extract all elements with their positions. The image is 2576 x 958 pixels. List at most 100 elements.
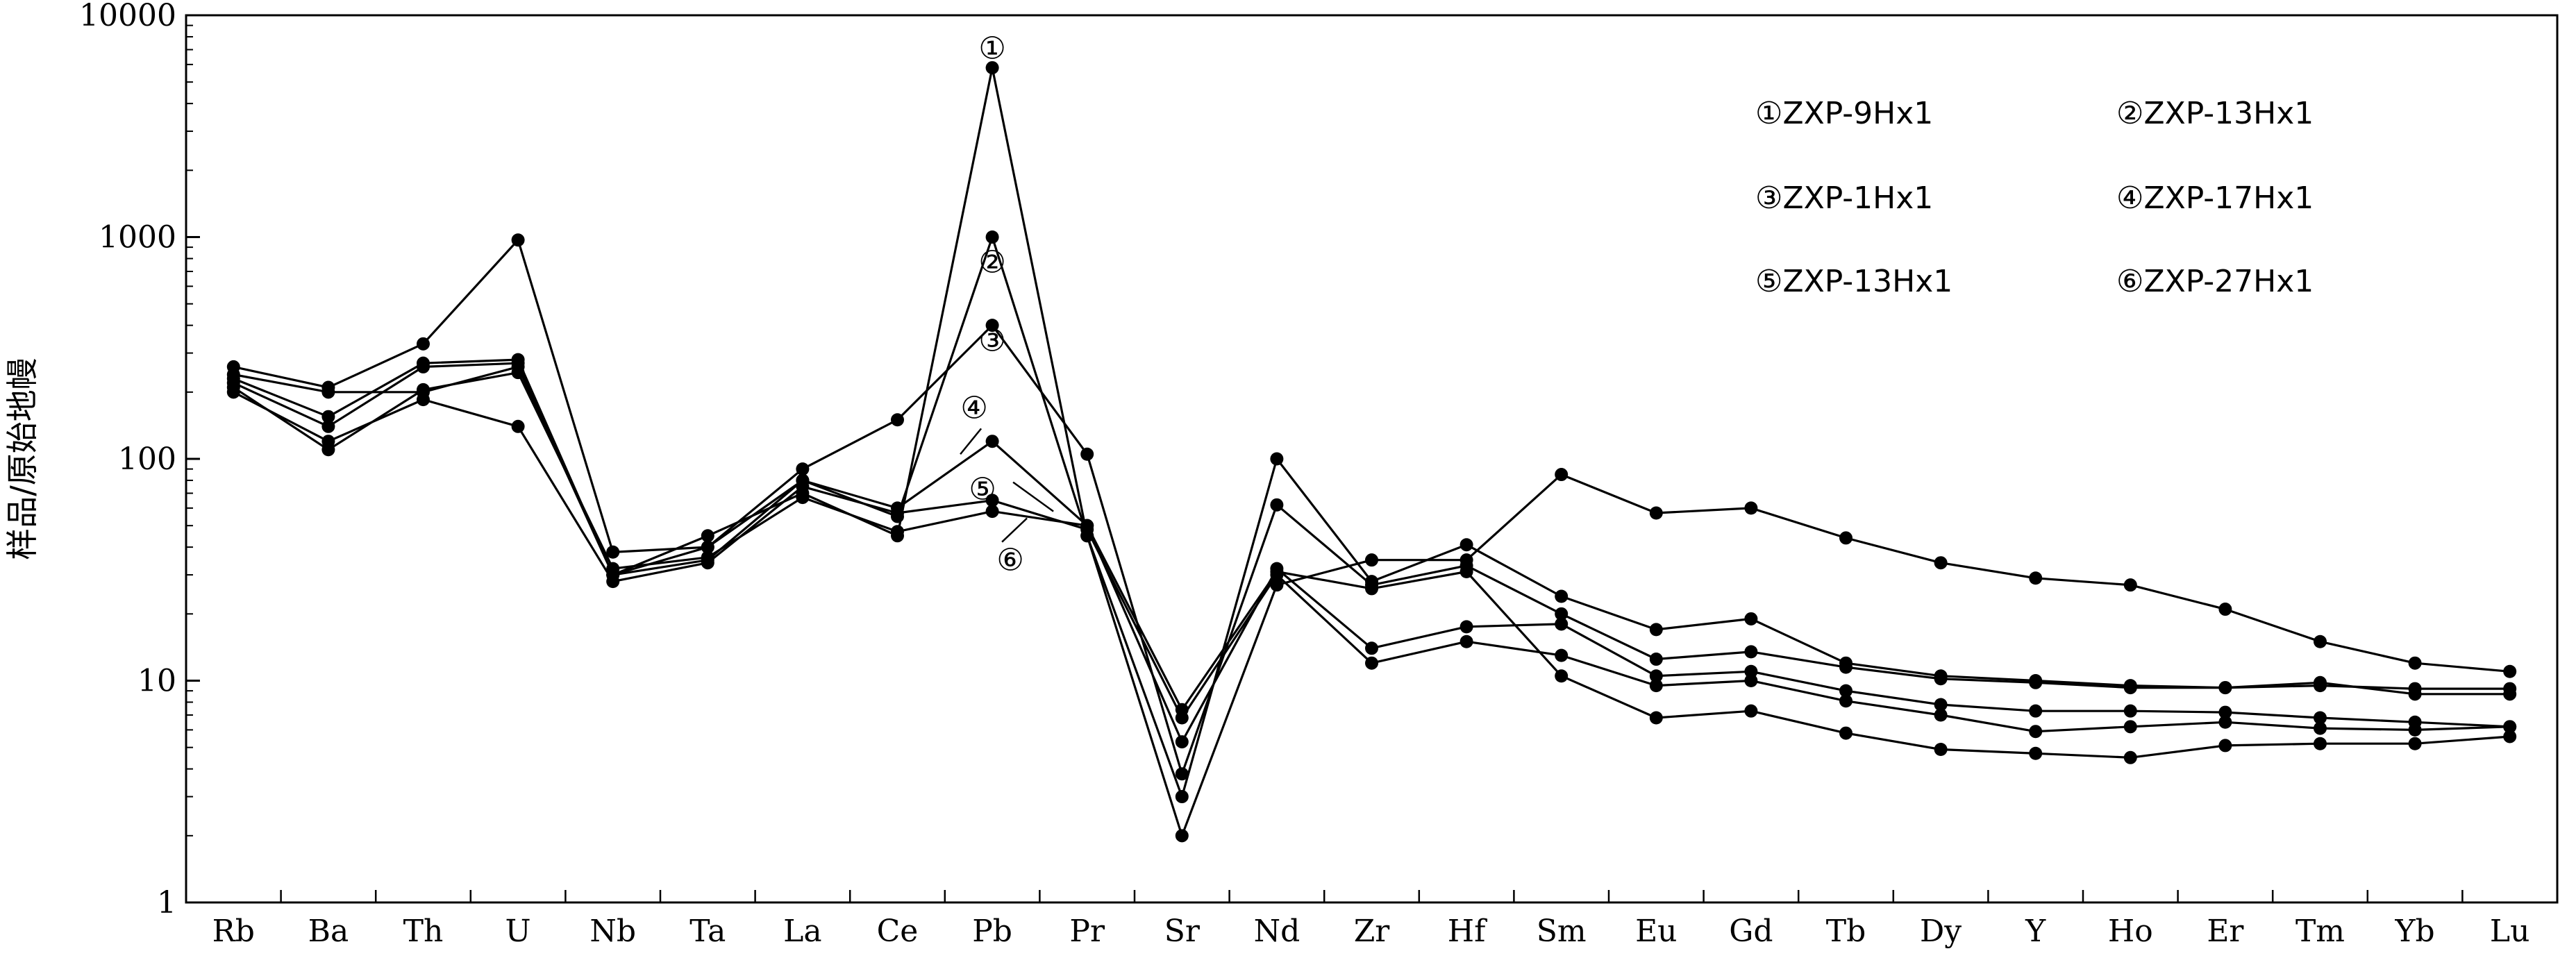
series-1-point bbox=[2408, 656, 2422, 670]
series-1-point bbox=[1934, 556, 1948, 570]
series-6-point bbox=[417, 383, 430, 396]
series-5-point bbox=[1555, 648, 1569, 662]
series-2-point bbox=[1555, 589, 1569, 603]
series-1-point bbox=[985, 61, 999, 75]
x-tick-label: Ho bbox=[2108, 914, 2153, 949]
legend-entry-4: ④ZXP-17Hx1 bbox=[2116, 180, 2314, 216]
series-6-point bbox=[985, 505, 999, 519]
x-tick-label: Nb bbox=[589, 914, 636, 949]
series-1-marker-label: ① bbox=[978, 31, 1005, 67]
series-6-leader-line bbox=[1001, 517, 1028, 543]
series-6-point bbox=[1270, 565, 1284, 579]
series-3-point bbox=[1175, 767, 1189, 781]
series-1-point bbox=[2123, 578, 2137, 592]
x-tick-label: Ce bbox=[877, 914, 919, 949]
series-3-point bbox=[1270, 498, 1284, 512]
series-2-point bbox=[1175, 790, 1189, 804]
y-tick-label: 1000 bbox=[99, 220, 176, 255]
series-3-point bbox=[2029, 675, 2043, 689]
series-5-point bbox=[1744, 674, 1758, 687]
x-tick-label: Dy bbox=[1920, 914, 1962, 949]
series-5-point bbox=[1460, 635, 1473, 648]
series-2-point bbox=[1744, 612, 1758, 625]
series-6-point bbox=[321, 443, 335, 457]
series-markers-layer: ① ② ③ ④ ⑤ ⑥ bbox=[226, 31, 2517, 843]
series-4-point bbox=[1175, 735, 1189, 749]
series-6-point bbox=[2314, 737, 2327, 750]
series-4-point bbox=[2314, 711, 2327, 725]
series-3-point bbox=[985, 319, 999, 333]
series-5-point bbox=[1365, 656, 1378, 670]
series-1-point bbox=[1175, 829, 1189, 843]
series-3-point bbox=[796, 462, 810, 476]
series-3-point bbox=[2408, 687, 2422, 701]
series-5-point bbox=[2218, 715, 2232, 729]
series-1-point bbox=[2314, 635, 2327, 648]
x-tick-label: Er bbox=[2207, 914, 2244, 949]
series-6-point bbox=[1365, 582, 1378, 596]
series-1-point bbox=[2218, 603, 2232, 616]
series-6-point bbox=[2218, 739, 2232, 753]
series-3-point bbox=[1839, 660, 1852, 674]
series-2-point bbox=[1270, 452, 1284, 466]
series-4-point bbox=[2123, 704, 2137, 718]
series-5-point bbox=[1934, 708, 1948, 722]
series-3-point bbox=[701, 540, 714, 554]
series-1-point bbox=[1555, 468, 1569, 482]
series-2-point bbox=[511, 233, 525, 247]
series-5-point bbox=[1839, 694, 1852, 708]
series-6-point bbox=[1175, 703, 1189, 716]
series-5-point bbox=[796, 480, 810, 494]
x-tick-label: Nd bbox=[1254, 914, 1300, 949]
series-1-point bbox=[1649, 506, 1663, 520]
x-tick-label: Sr bbox=[1164, 914, 1201, 949]
y-tick-label: 10000 bbox=[79, 0, 176, 33]
series-6-marker-label: ⑥ bbox=[996, 543, 1023, 578]
series-1-point bbox=[1365, 553, 1378, 567]
series-6-point bbox=[796, 491, 810, 505]
series-2-point bbox=[606, 545, 620, 559]
series-5-point bbox=[2503, 720, 2517, 734]
series-3-point bbox=[2503, 687, 2517, 701]
y-tick-label: 100 bbox=[118, 442, 176, 477]
series-6-point bbox=[2123, 750, 2137, 764]
series-4-leader-line bbox=[960, 428, 982, 455]
series-6-point bbox=[2029, 746, 2043, 760]
series-2-point bbox=[1460, 538, 1473, 552]
series-4-point bbox=[985, 435, 999, 448]
series-line-3 bbox=[233, 324, 2510, 775]
series-6-point bbox=[1744, 704, 1758, 718]
series-6-point bbox=[511, 366, 525, 380]
series-4-point bbox=[1365, 641, 1378, 655]
series-4-point bbox=[1934, 698, 1948, 712]
x-tick-label: Ba bbox=[308, 914, 349, 949]
series-6-point bbox=[701, 551, 714, 564]
series-2-point bbox=[226, 360, 240, 373]
plot-frame bbox=[185, 14, 2559, 904]
series-4-point bbox=[1839, 684, 1852, 698]
series-6-point bbox=[2408, 737, 2422, 750]
series-3-point bbox=[2218, 681, 2232, 695]
series-6-point bbox=[226, 380, 240, 394]
series-4-point bbox=[511, 356, 525, 370]
legend-entry-6: ⑥ZXP-27Hx1 bbox=[2116, 264, 2314, 299]
x-tick-label: Yb bbox=[2394, 914, 2434, 949]
series-3-point bbox=[1744, 645, 1758, 659]
x-tick-label: Eu bbox=[1635, 914, 1677, 949]
series-5-leader-line bbox=[1012, 481, 1054, 512]
series-1-point bbox=[701, 529, 714, 543]
series-6-point bbox=[606, 562, 620, 575]
y-tick-label: 1 bbox=[157, 885, 176, 921]
series-4-point bbox=[1555, 617, 1569, 631]
series-5-point bbox=[2314, 721, 2327, 735]
x-tick-label: Tb bbox=[1826, 914, 1866, 949]
series-1-point bbox=[1839, 531, 1852, 545]
series-6-point bbox=[2503, 730, 2517, 743]
series-6-point bbox=[891, 525, 904, 539]
series-5-point bbox=[2408, 723, 2422, 737]
series-3-point bbox=[1649, 653, 1663, 666]
series-3-point bbox=[321, 410, 335, 423]
x-tick-label: Tm bbox=[2295, 914, 2345, 949]
series-3-point bbox=[1555, 607, 1569, 621]
